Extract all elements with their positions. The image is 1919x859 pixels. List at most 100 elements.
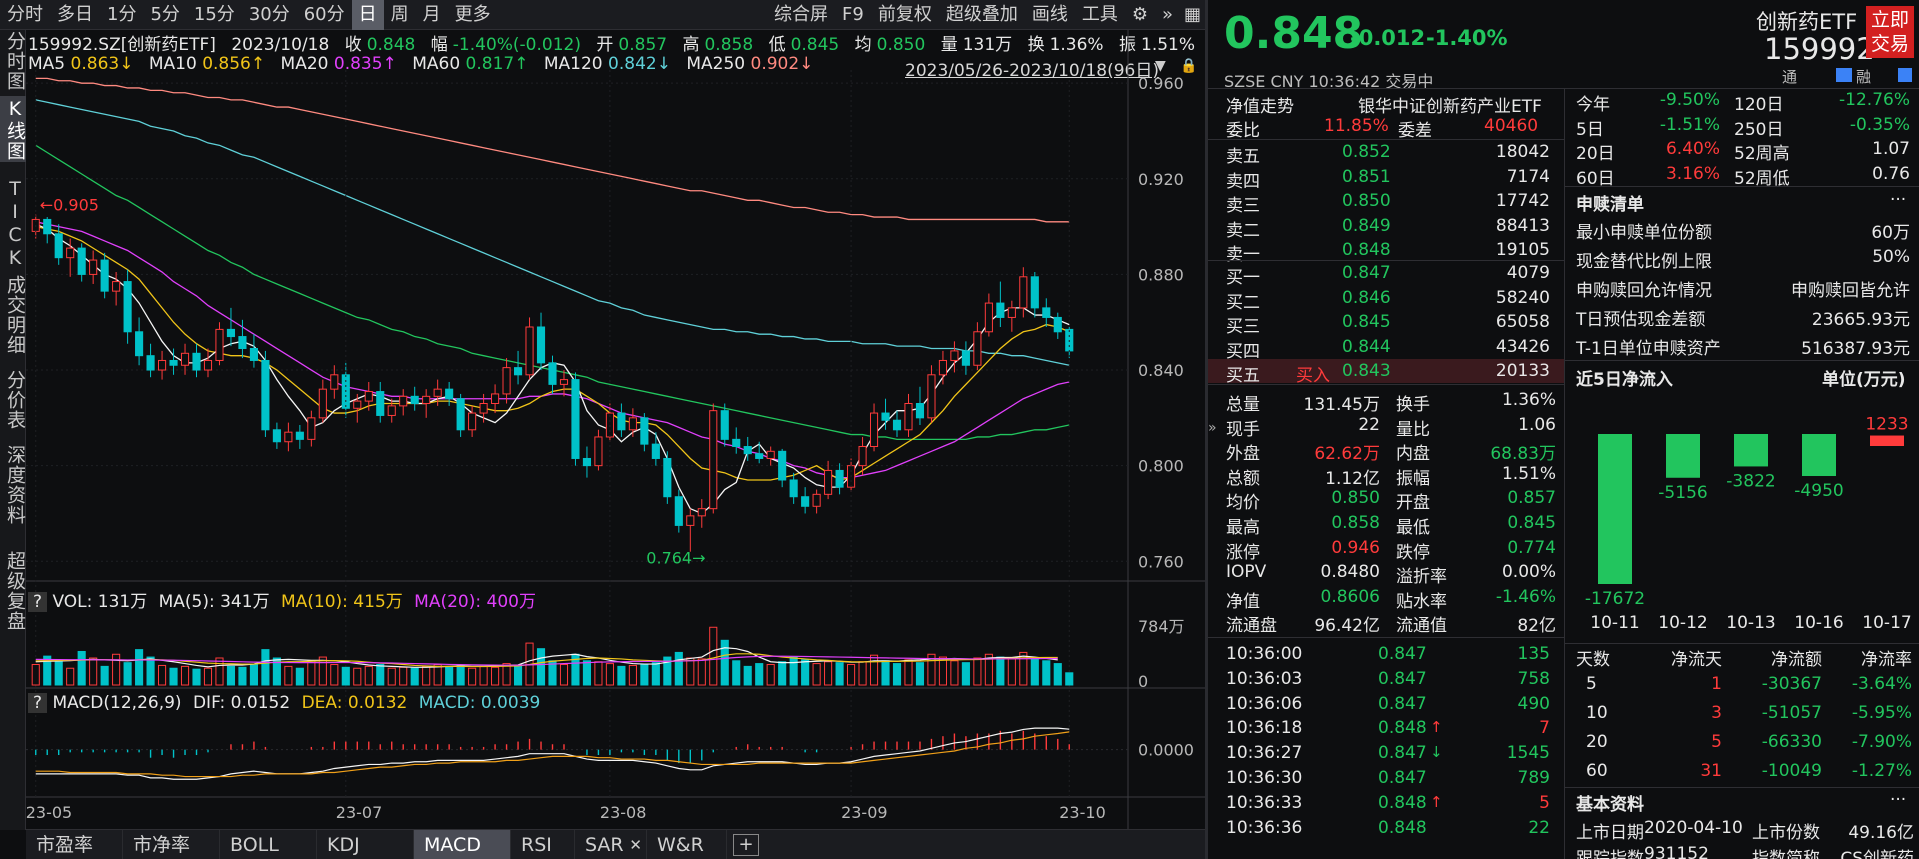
help-icon[interactable]: ? bbox=[28, 592, 48, 612]
volume-value: 131万 bbox=[962, 35, 1013, 55]
period-tab-8[interactable]: 周 bbox=[390, 3, 409, 25]
gear-icon[interactable]: ⚙ bbox=[1131, 4, 1148, 25]
period-tab-6[interactable]: 60分 bbox=[303, 3, 345, 25]
perf-label: 52周高 bbox=[1734, 144, 1790, 164]
bid-price[interactable]: 0.844 bbox=[1342, 336, 1391, 357]
ask-price[interactable]: 0.851 bbox=[1342, 166, 1391, 187]
period-tab-0[interactable]: 分时 bbox=[7, 3, 43, 25]
period-tab-4[interactable]: 15分 bbox=[193, 3, 235, 25]
side-tab-tick[interactable]: TICK bbox=[4, 178, 26, 270]
ask-price[interactable]: 0.848 bbox=[1342, 240, 1391, 260]
macd-zero-label: 0.0000 bbox=[1138, 741, 1194, 760]
candle bbox=[491, 384, 500, 414]
buy-button[interactable]: 买入 bbox=[1296, 366, 1330, 386]
period-tab-10[interactable]: 更多 bbox=[454, 3, 491, 25]
expand-chevron-icon[interactable]: » bbox=[1208, 420, 1217, 436]
ask-price[interactable]: 0.852 bbox=[1342, 142, 1391, 162]
chart-area[interactable]: 0.960 0.920 0.880 0.840 0.800 0.760 ←0.905 0.76… bbox=[0, 0, 1205, 829]
more-icon[interactable]: ··· bbox=[1890, 190, 1907, 210]
left-sidebar: 分时图 K线图 TICK 成交明细 分价表 深度资料 超级复盘 bbox=[0, 30, 26, 830]
triangle-down-icon[interactable]: ▼ bbox=[1155, 58, 1166, 74]
y-tick-label: 0.880 bbox=[1138, 265, 1184, 284]
tab-rsi[interactable]: RSI bbox=[511, 830, 575, 859]
candle bbox=[571, 372, 580, 466]
volume-bar bbox=[433, 664, 442, 686]
period-tab-7[interactable]: 日 bbox=[351, 0, 384, 30]
period-tab-1[interactable]: 多日 bbox=[57, 3, 93, 25]
tab-kdj[interactable]: KDJ bbox=[317, 830, 414, 859]
candle bbox=[54, 224, 63, 265]
bid-price[interactable]: 0.845 bbox=[1342, 312, 1391, 332]
perf-value: 1.07 bbox=[1872, 139, 1910, 159]
side-tab-trade-detail[interactable]: 成交明细 bbox=[4, 275, 26, 355]
close-icon[interactable]: ✕ bbox=[629, 836, 642, 854]
tab-wr[interactable]: W&R bbox=[647, 830, 727, 859]
period-tab-9[interactable]: 月 bbox=[422, 3, 441, 25]
tool-forward-adjust[interactable]: 前复权 bbox=[877, 4, 932, 25]
candle bbox=[869, 403, 879, 452]
tool-super-overlay[interactable]: 超级叠加 bbox=[945, 4, 1018, 25]
volume-bar bbox=[755, 663, 764, 686]
flow-value-label: -3822 bbox=[1726, 471, 1775, 491]
nav-trend-link[interactable]: 净值走势 bbox=[1226, 97, 1294, 117]
trade-now-button[interactable]: 立即交易 bbox=[1866, 6, 1914, 58]
tool-f9[interactable]: F9 bbox=[842, 4, 864, 25]
bid-label: 买一 bbox=[1226, 268, 1260, 288]
volume-bar bbox=[135, 649, 144, 686]
flow-head: 净流率 bbox=[1861, 650, 1912, 670]
tick-price: 0.848 bbox=[1378, 718, 1427, 739]
volume-label: 量 bbox=[940, 35, 958, 55]
tab-pb[interactable]: 市净率 bbox=[123, 830, 220, 859]
volume-bar bbox=[961, 662, 970, 686]
volume-bar bbox=[927, 653, 936, 686]
side-tab-timeshare[interactable]: 分时图 bbox=[4, 31, 26, 91]
tab-macd[interactable]: MACD bbox=[414, 830, 511, 859]
lock-icon[interactable]: 🔒 bbox=[1180, 58, 1198, 74]
tool-draw-line[interactable]: 画线 bbox=[1031, 4, 1068, 25]
flow-date-label: 10-11 bbox=[1590, 613, 1639, 633]
volume-bar bbox=[984, 653, 993, 686]
side-tab-super-review[interactable]: 超级复盘 bbox=[4, 551, 26, 631]
volume-bar bbox=[594, 661, 603, 686]
add-tab-icon[interactable]: + bbox=[733, 834, 759, 856]
volume-bar bbox=[1019, 651, 1028, 686]
period-tab-5[interactable]: 30分 bbox=[248, 3, 290, 25]
basic-more-icon[interactable]: ··· bbox=[1890, 790, 1907, 810]
max-price-label: ←0.905 bbox=[40, 196, 99, 215]
ask-price[interactable]: 0.849 bbox=[1342, 215, 1391, 236]
splitter[interactable] bbox=[1205, 0, 1208, 859]
candle bbox=[1030, 272, 1039, 318]
subscribe-title: 申赎清单 bbox=[1576, 195, 1644, 215]
table-icon[interactable]: ▦ bbox=[1183, 4, 1201, 25]
flow-days: 10 bbox=[1586, 703, 1608, 723]
tab-pe[interactable]: 市盈率 bbox=[26, 830, 123, 859]
period-tab-3[interactable]: 5分 bbox=[150, 3, 180, 25]
ma10-label: MA10 bbox=[148, 54, 197, 74]
ask-price[interactable]: 0.850 bbox=[1342, 191, 1391, 211]
period-tab-2[interactable]: 1分 bbox=[107, 3, 137, 25]
ma250-line bbox=[35, 77, 1070, 223]
bid-price[interactable]: 0.847 bbox=[1342, 263, 1391, 283]
flow-up-days: 3 bbox=[1711, 703, 1722, 723]
volume-bar bbox=[203, 667, 213, 686]
perf-value: 6.40% bbox=[1665, 139, 1720, 159]
tool-composite[interactable]: 综合屏 bbox=[774, 4, 829, 25]
x-tick-label: 23-07 bbox=[336, 803, 383, 822]
bid-price[interactable]: 0.843 bbox=[1342, 361, 1391, 381]
candle bbox=[674, 489, 683, 533]
tool-tools[interactable]: 工具 bbox=[1081, 4, 1118, 25]
side-tab-price-table[interactable]: 分价表 bbox=[4, 370, 26, 430]
edit-icon[interactable] bbox=[1836, 68, 1852, 82]
double-chevron-right-icon[interactable]: » bbox=[1161, 4, 1173, 25]
bid-price[interactable]: 0.846 bbox=[1342, 287, 1391, 308]
plus-icon[interactable] bbox=[1898, 68, 1912, 82]
help-icon[interactable]: ? bbox=[28, 693, 48, 713]
side-tab-kline[interactable]: K线图 bbox=[0, 96, 26, 162]
vol-ma20-value: MA(20): 400万 bbox=[414, 592, 536, 612]
perf-value: -0.35% bbox=[1849, 114, 1910, 135]
side-tab-deep-data[interactable]: 深度资料 bbox=[4, 445, 26, 525]
tab-boll[interactable]: BOLL bbox=[220, 830, 317, 859]
tab-sar[interactable]: SAR ✕ bbox=[575, 830, 647, 859]
candle bbox=[697, 499, 706, 528]
date-range[interactable]: 2023/05/26-2023/10/18(96日) bbox=[905, 61, 1159, 81]
